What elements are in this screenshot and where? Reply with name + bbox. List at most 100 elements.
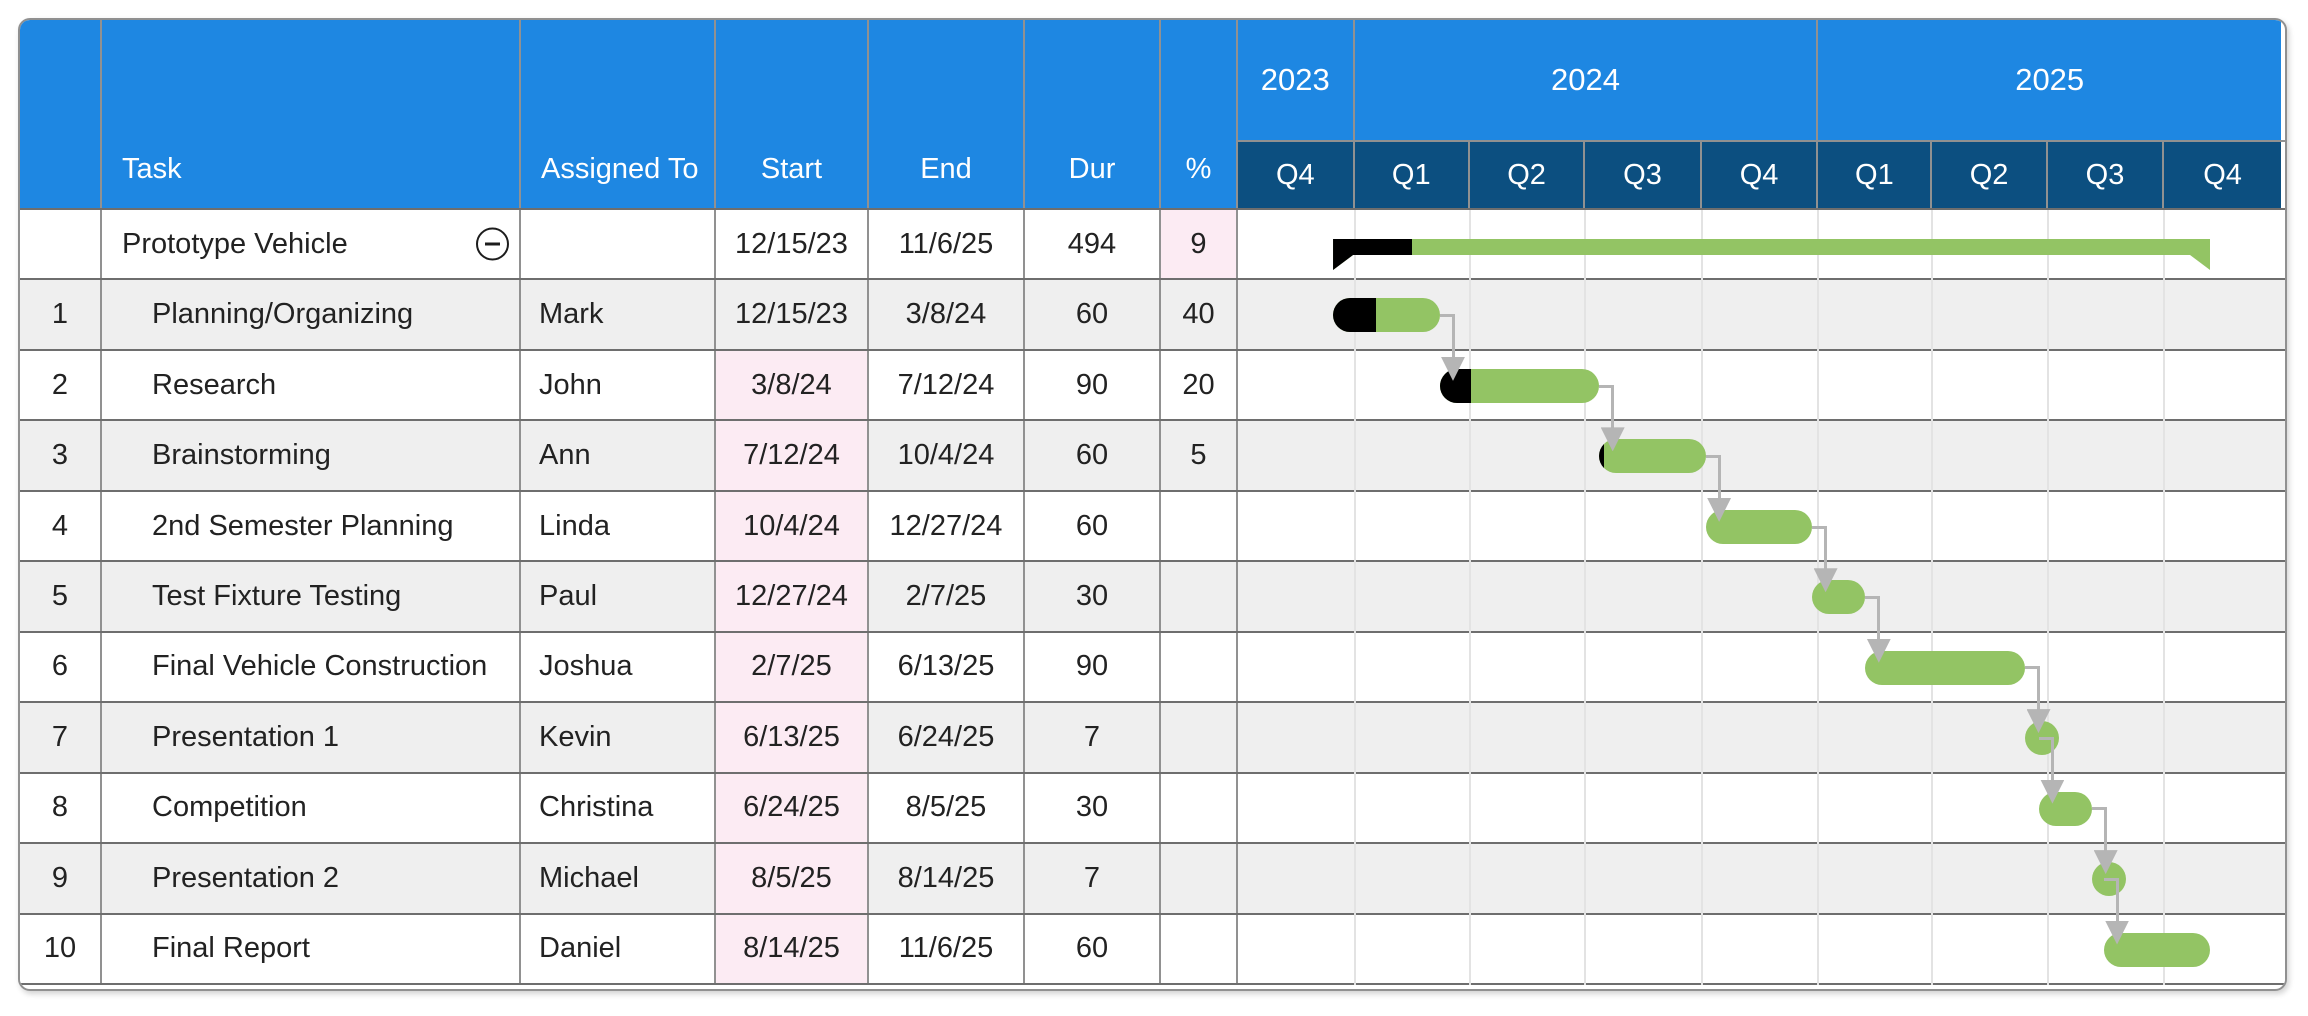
year-label: 2024	[1551, 62, 1620, 97]
pct-cell[interactable]	[1161, 562, 1238, 631]
cell-value: 10/4/24	[897, 439, 995, 472]
dur-cell[interactable]: 7	[1025, 844, 1161, 913]
end-cell[interactable]: 11/6/25	[869, 210, 1025, 279]
end-cell[interactable]: 12/27/24	[869, 491, 1025, 561]
assigned-cell[interactable]: Michael	[521, 844, 716, 913]
task-cell[interactable]: Presentation 1	[102, 703, 521, 772]
end-cell[interactable]: 6/13/25	[869, 632, 1025, 702]
task-bar[interactable]	[2025, 721, 2059, 756]
task-bar[interactable]	[2103, 932, 2211, 967]
dur-cell[interactable]: 60	[1025, 421, 1161, 490]
assigned-cell[interactable]: Paul	[521, 562, 716, 631]
task-cell[interactable]: Final Report	[102, 914, 521, 983]
row-number-cell[interactable]: 8	[20, 773, 102, 843]
pct-cell[interactable]	[1161, 491, 1238, 561]
chart-row-space	[1238, 421, 2285, 489]
end-cell[interactable]: 7/12/24	[869, 350, 1025, 420]
start-cell[interactable]: 7/12/24	[716, 421, 869, 490]
task-cell[interactable]: 2nd Semester Planning	[102, 491, 521, 561]
row-number-cell[interactable]: 2	[20, 350, 102, 420]
dur-cell[interactable]: 60	[1025, 914, 1161, 983]
task-cell[interactable]: Final Vehicle Construction	[102, 632, 521, 702]
end-cell[interactable]: 6/24/25	[869, 703, 1025, 772]
assigned-cell[interactable]: Christina	[521, 773, 716, 843]
task-bar[interactable]	[1333, 298, 1440, 333]
task-bar[interactable]	[1705, 509, 1813, 544]
end-cell[interactable]: 8/14/25	[869, 844, 1025, 913]
end-cell[interactable]: 11/6/25	[869, 914, 1025, 983]
task-cell[interactable]: Test Fixture Testing	[102, 562, 521, 631]
assigned-cell[interactable]: Kevin	[521, 703, 716, 772]
row-number-cell[interactable]: 10	[20, 914, 102, 983]
assigned-cell[interactable]: Ann	[521, 421, 716, 490]
row-number-cell[interactable]: 6	[20, 632, 102, 702]
dur-cell[interactable]: 60	[1025, 280, 1161, 349]
collapse-icon[interactable]	[476, 227, 509, 261]
start-cell[interactable]: 12/15/23	[716, 210, 869, 279]
assigned-label: John	[539, 368, 602, 401]
pct-cell[interactable]: 40	[1161, 280, 1238, 349]
task-cell[interactable]: Competition	[102, 773, 521, 843]
start-cell[interactable]: 2/7/25	[716, 632, 869, 702]
dur-cell[interactable]: 30	[1025, 562, 1161, 631]
start-cell[interactable]: 6/24/25	[716, 773, 869, 843]
task-label: Final Report	[152, 932, 310, 965]
task-bar[interactable]	[1599, 439, 1706, 474]
end-cell[interactable]: 10/4/24	[869, 421, 1025, 490]
cell-value: 3/8/24	[751, 368, 832, 401]
dur-cell[interactable]: 90	[1025, 350, 1161, 420]
task-bar[interactable]	[2092, 862, 2127, 897]
task-bar[interactable]	[1865, 650, 2025, 685]
assigned-cell[interactable]: Linda	[521, 491, 716, 561]
quarter-header-2024-Q1: Q1	[1354, 142, 1470, 208]
task-cell[interactable]: Planning/Organizing	[102, 280, 521, 349]
year-header-2025: 2025	[1818, 20, 2281, 140]
task-cell[interactable]: Research	[102, 350, 521, 420]
dur-cell[interactable]: 90	[1025, 632, 1161, 702]
end-cell[interactable]: 2/7/25	[869, 562, 1025, 631]
dur-cell[interactable]: 7	[1025, 703, 1161, 772]
row-number-cell[interactable]: 4	[20, 491, 102, 561]
pct-cell[interactable]	[1161, 703, 1238, 772]
row-number-cell[interactable]: 5	[20, 562, 102, 631]
pct-cell[interactable]	[1161, 773, 1238, 843]
cell-value: 20	[1182, 368, 1215, 401]
assigned-cell[interactable]: Joshua	[521, 632, 716, 702]
row-number-cell[interactable]: 1	[20, 280, 102, 349]
task-bar[interactable]	[1812, 580, 1866, 615]
pct-cell[interactable]	[1161, 632, 1238, 702]
assigned-cell[interactable]: Mark	[521, 280, 716, 349]
dur-cell[interactable]: 30	[1025, 773, 1161, 843]
dur-cell[interactable]: 60	[1025, 491, 1161, 561]
year-header-2023: 2023	[1238, 20, 1355, 140]
start-cell[interactable]: 6/13/25	[716, 703, 869, 772]
assigned-cell[interactable]	[521, 210, 716, 279]
pct-cell[interactable]: 5	[1161, 421, 1238, 490]
assigned-cell[interactable]: John	[521, 350, 716, 420]
task-cell[interactable]: Brainstorming	[102, 421, 521, 490]
row-number-cell[interactable]: 9	[20, 844, 102, 913]
start-cell[interactable]: 8/14/25	[716, 914, 869, 983]
end-cell[interactable]: 3/8/24	[869, 280, 1025, 349]
start-cell[interactable]: 3/8/24	[716, 350, 869, 420]
pct-cell[interactable]: 20	[1161, 350, 1238, 420]
row-number-cell[interactable]: 3	[20, 421, 102, 490]
start-cell[interactable]: 8/5/25	[716, 844, 869, 913]
task-row: 9 Presentation 2 Michael 8/5/25 8/14/25 7	[20, 844, 2285, 915]
column-header-label: Task	[122, 153, 182, 185]
pct-cell[interactable]	[1161, 844, 1238, 913]
end-cell[interactable]: 8/5/25	[869, 773, 1025, 843]
task-bar[interactable]	[2038, 791, 2093, 826]
start-cell[interactable]: 12/27/24	[716, 562, 869, 631]
assigned-cell[interactable]: Daniel	[521, 914, 716, 983]
start-cell[interactable]: 10/4/24	[716, 491, 869, 561]
task-bar[interactable]	[1439, 368, 1600, 403]
row-number-cell[interactable]: 7	[20, 703, 102, 772]
start-cell[interactable]: 12/15/23	[716, 280, 869, 349]
pct-cell[interactable]: 9	[1161, 210, 1238, 279]
dur-cell[interactable]: 494	[1025, 210, 1161, 279]
task-cell[interactable]: Presentation 2	[102, 844, 521, 913]
row-number-cell[interactable]	[20, 210, 102, 279]
pct-cell[interactable]	[1161, 914, 1238, 983]
task-cell[interactable]: Prototype Vehicle	[102, 210, 521, 279]
